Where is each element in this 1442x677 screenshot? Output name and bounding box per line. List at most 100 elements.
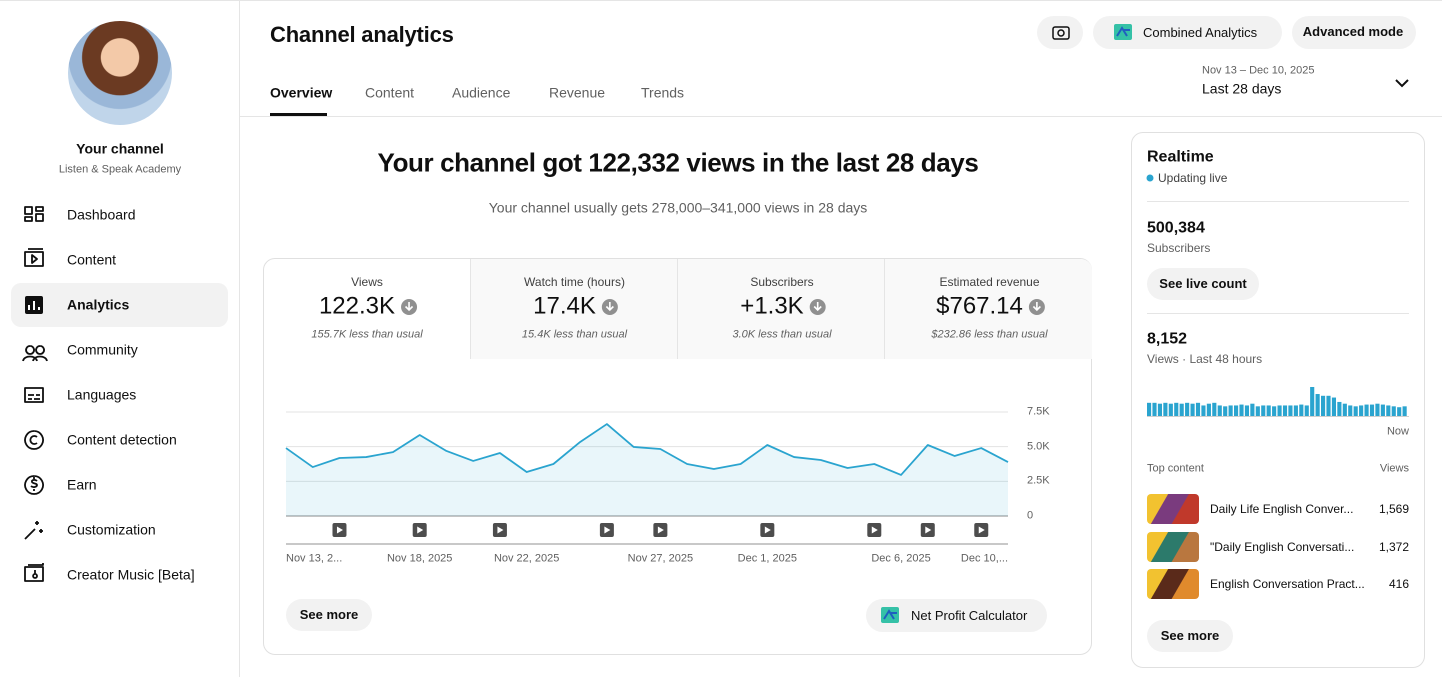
live-dot xyxy=(1146,174,1154,182)
subscriber-label: Subscribers xyxy=(1147,240,1211,255)
hourly-bar xyxy=(1168,403,1173,416)
combined-logo xyxy=(1116,26,1130,37)
hourly-bar xyxy=(1250,403,1255,416)
nav-item[interactable]: Analytics xyxy=(67,296,130,313)
x-tick-label: Nov 13, 2... xyxy=(286,552,343,565)
x-tick-label: Nov 22, 2025 xyxy=(493,552,560,565)
video-thumbnail[interactable] xyxy=(1147,531,1199,562)
metric-value[interactable]: 17.4K xyxy=(533,292,596,320)
video-marker xyxy=(497,526,504,534)
trend-icon xyxy=(813,302,822,312)
period[interactable]: Last 28 days xyxy=(1202,80,1282,97)
screenshot-button[interactable] xyxy=(1037,16,1083,49)
video-thumbnail[interactable] xyxy=(1147,494,1199,524)
advanced-button[interactable] xyxy=(1292,16,1416,49)
metric-value[interactable]: 122.3K xyxy=(318,292,396,320)
chevron xyxy=(1395,79,1409,88)
metric-value[interactable]: +1.3K xyxy=(740,292,804,320)
hourly-bar xyxy=(1163,402,1168,416)
metric-note: $232.86 less than usual xyxy=(931,328,1048,341)
nav-item[interactable]: Earn xyxy=(67,476,97,493)
metric-divider xyxy=(677,259,678,359)
button-label[interactable]: Combined Analytics xyxy=(1143,25,1258,41)
video-thumbnail[interactable] xyxy=(1147,569,1199,599)
hourly-bar xyxy=(1234,405,1239,416)
rt-divider xyxy=(1147,313,1409,314)
views-column-label: Views xyxy=(1379,462,1409,475)
button-label[interactable]: See live count xyxy=(1159,276,1247,292)
nav-item[interactable]: Content xyxy=(67,251,117,268)
hourly-bar xyxy=(1228,405,1233,416)
hourly-bar xyxy=(1261,405,1266,416)
hourly-bar xyxy=(1348,405,1353,416)
analytics-highlight xyxy=(11,283,228,327)
camera-icon xyxy=(1057,29,1065,37)
metric-value[interactable]: $767.14 xyxy=(936,292,1023,320)
button-label[interactable]: See more xyxy=(299,607,359,623)
net-profit-logo xyxy=(883,609,897,620)
camera-icon xyxy=(1052,26,1070,40)
metric-divider xyxy=(884,259,885,359)
nav-item[interactable]: Community xyxy=(67,341,138,358)
metric-label[interactable]: Views xyxy=(351,274,383,289)
hourly-bar xyxy=(1288,405,1293,416)
now-label: Now xyxy=(1386,425,1409,438)
realtime-status: Updating live xyxy=(1158,170,1228,185)
hourly-bar xyxy=(1337,401,1342,416)
hourly-bar xyxy=(1185,402,1190,416)
x-tick-label: Nov 27, 2025 xyxy=(627,552,694,565)
hourly-bar xyxy=(1212,402,1217,416)
date-range: Nov 13 – Dec 10, 2025 xyxy=(1202,64,1315,77)
headline: Your channel got 122,332 views in the la… xyxy=(377,147,979,178)
video-marker xyxy=(925,526,932,534)
nav-icon xyxy=(24,475,44,495)
hourly-bar xyxy=(1315,394,1320,416)
hourly-bar xyxy=(1342,403,1347,416)
tab[interactable]: Overview xyxy=(270,84,333,101)
metric-label[interactable]: Estimated revenue xyxy=(939,274,1040,289)
hourly-bar xyxy=(1272,406,1277,416)
button-label[interactable]: Advanced mode xyxy=(1302,24,1404,40)
hourly-bar xyxy=(1293,405,1298,416)
video-title[interactable]: Daily Life English Conver... xyxy=(1210,501,1354,516)
button-label[interactable]: See more xyxy=(1160,628,1220,644)
nav-item[interactable]: Creator Music [Beta] xyxy=(67,566,195,583)
tab[interactable]: Trends xyxy=(641,84,685,101)
nav-item[interactable]: Languages xyxy=(67,386,137,403)
trend-icon xyxy=(605,302,614,312)
metric-note: 155.7K less than usual xyxy=(311,328,423,341)
metric-tile xyxy=(471,259,677,359)
rt-see-more-button[interactable] xyxy=(1147,620,1233,652)
hourly-bar xyxy=(1380,404,1385,416)
nav-item[interactable]: Dashboard xyxy=(67,206,136,223)
hourly-bar xyxy=(1277,405,1282,416)
top-border xyxy=(0,0,1442,1)
video-title[interactable]: "Daily English Conversati... xyxy=(1210,539,1355,554)
metric-label[interactable]: Subscribers xyxy=(750,274,814,289)
button-label[interactable]: Net Profit Calculator xyxy=(911,608,1028,624)
video-title[interactable]: English Conversation Pract... xyxy=(1210,576,1365,591)
hourly-bar xyxy=(1386,405,1391,416)
metric-tile xyxy=(885,259,1092,359)
live-count-button[interactable] xyxy=(1147,268,1259,300)
nav-icon xyxy=(24,387,44,403)
trend-icon xyxy=(1032,302,1041,312)
combined-logo xyxy=(1114,24,1132,40)
metric-label[interactable]: Watch time (hours) xyxy=(524,274,625,289)
nav-item[interactable]: Customization xyxy=(67,521,156,538)
tab[interactable]: Revenue xyxy=(549,84,606,101)
video-marker xyxy=(336,526,343,534)
hourly-bar xyxy=(1201,405,1206,416)
hourly-bar xyxy=(1147,402,1152,416)
channel-avatar xyxy=(68,21,172,125)
video-marker xyxy=(657,526,664,534)
metric-tile xyxy=(678,259,884,359)
tab[interactable]: Audience xyxy=(452,84,511,101)
channel-handle: Listen & Speak Academy xyxy=(58,163,182,176)
nav-icon xyxy=(24,521,43,540)
video-views: 1,569 xyxy=(1378,501,1409,516)
see-more-button[interactable] xyxy=(286,599,372,631)
tab[interactable]: Content xyxy=(365,84,415,101)
hourly-bar xyxy=(1255,406,1260,416)
nav-item[interactable]: Content detection xyxy=(67,431,177,448)
